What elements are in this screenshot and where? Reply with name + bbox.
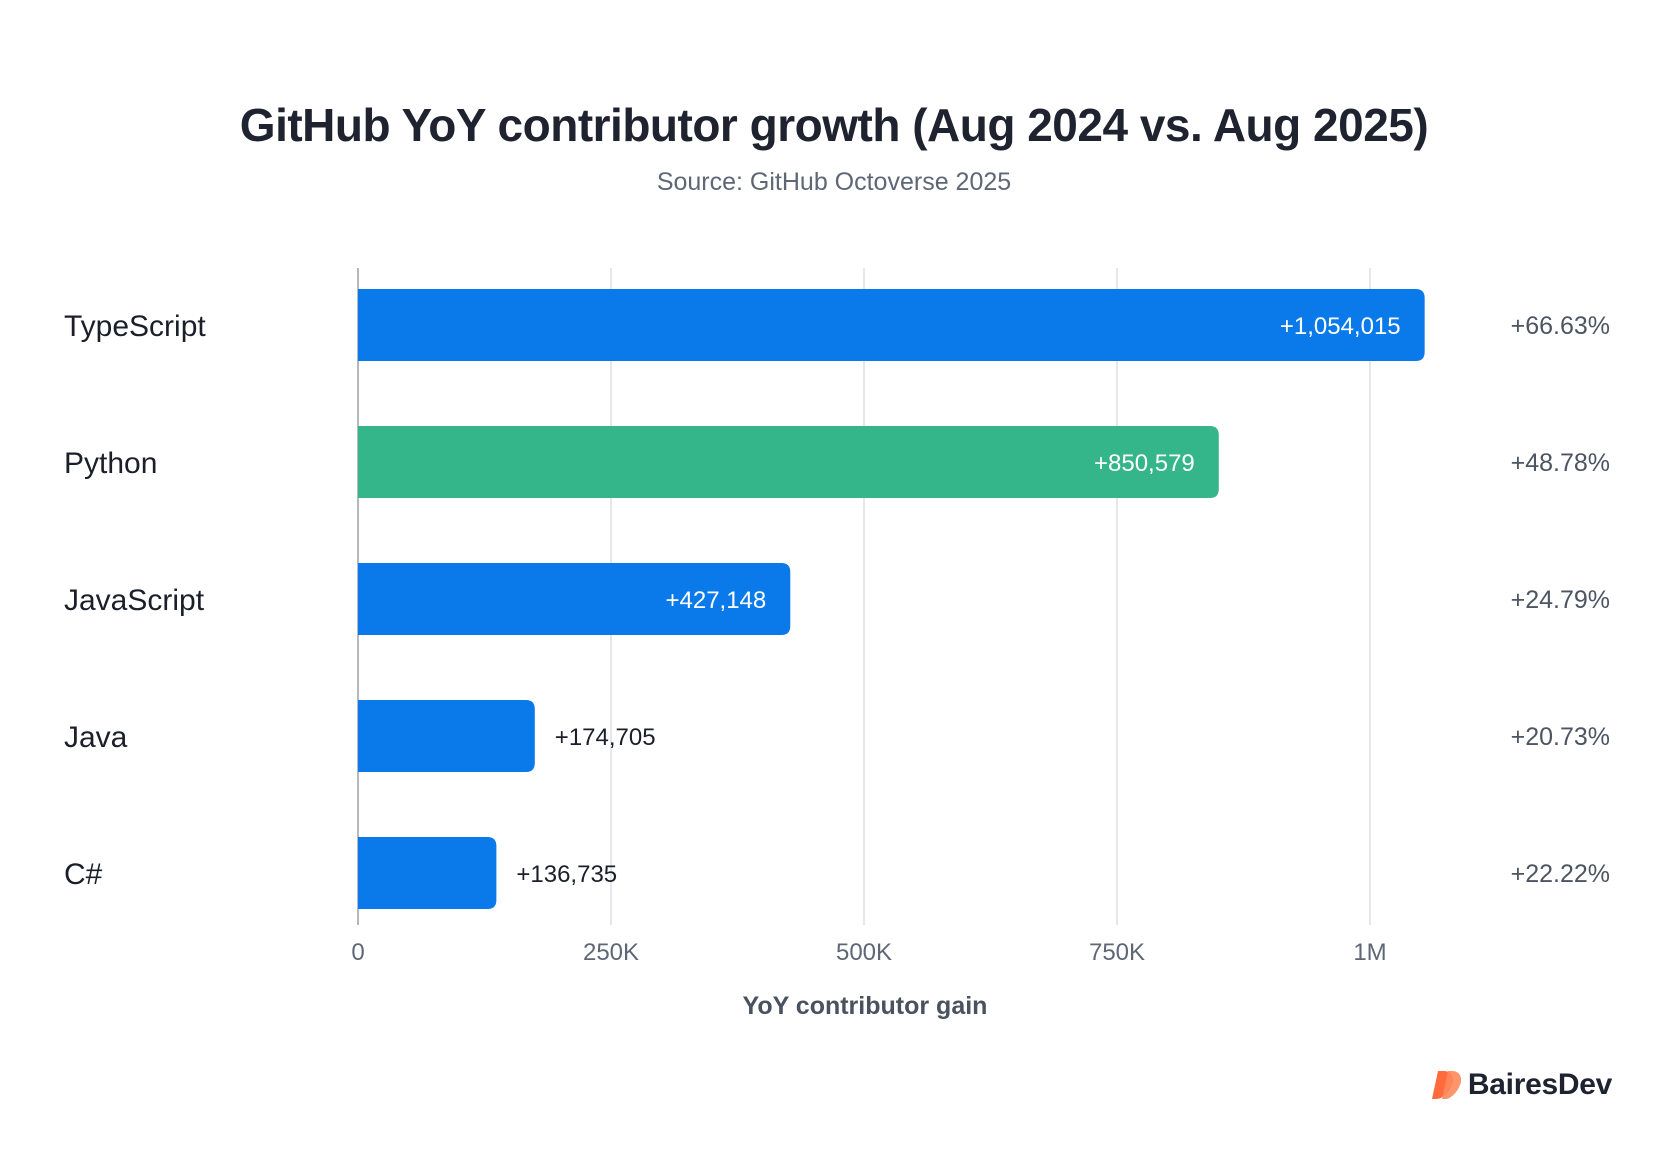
x-tick-label: 0 <box>351 939 364 966</box>
category-label: C# <box>64 858 103 891</box>
chart-subtitle: Source: GitHub Octoverse 2025 <box>656 168 1012 196</box>
bar <box>358 426 1219 498</box>
x-tick-label: 250K <box>583 939 639 966</box>
brand-name: BairesDev <box>1467 1068 1612 1101</box>
percent-label: +24.79% <box>1511 586 1610 614</box>
percent-label: +22.22% <box>1511 860 1610 888</box>
category-label: Java <box>64 721 128 754</box>
x-tick-label: 1M <box>1353 939 1386 966</box>
bar <box>358 837 497 909</box>
category-label: TypeScript <box>64 310 206 343</box>
data-label: +174,705 <box>555 724 656 751</box>
data-label: +1,054,015 <box>1280 313 1401 340</box>
percent-label: +20.73% <box>1511 723 1610 751</box>
percent-label: +48.78% <box>1511 449 1610 477</box>
data-label: +427,148 <box>665 587 766 614</box>
data-label: +136,735 <box>516 861 617 888</box>
category-label: Python <box>64 447 157 480</box>
bar <box>358 563 791 635</box>
x-tick-label: 750K <box>1089 939 1145 966</box>
x-tick-label: 500K <box>836 939 892 966</box>
data-label: +850,579 <box>1094 450 1195 477</box>
x-axis-title: YoY contributor gain <box>742 992 988 1020</box>
chart-title: GitHub YoY contributor growth (Aug 2024 … <box>239 99 1429 151</box>
brand-logo: BairesDev <box>1428 1068 1612 1102</box>
bairesdev-logo-icon <box>1431 1071 1462 1099</box>
bar <box>358 700 535 772</box>
bar <box>358 289 1425 361</box>
percent-label: +66.63% <box>1511 312 1610 340</box>
category-label: JavaScript <box>64 584 205 617</box>
